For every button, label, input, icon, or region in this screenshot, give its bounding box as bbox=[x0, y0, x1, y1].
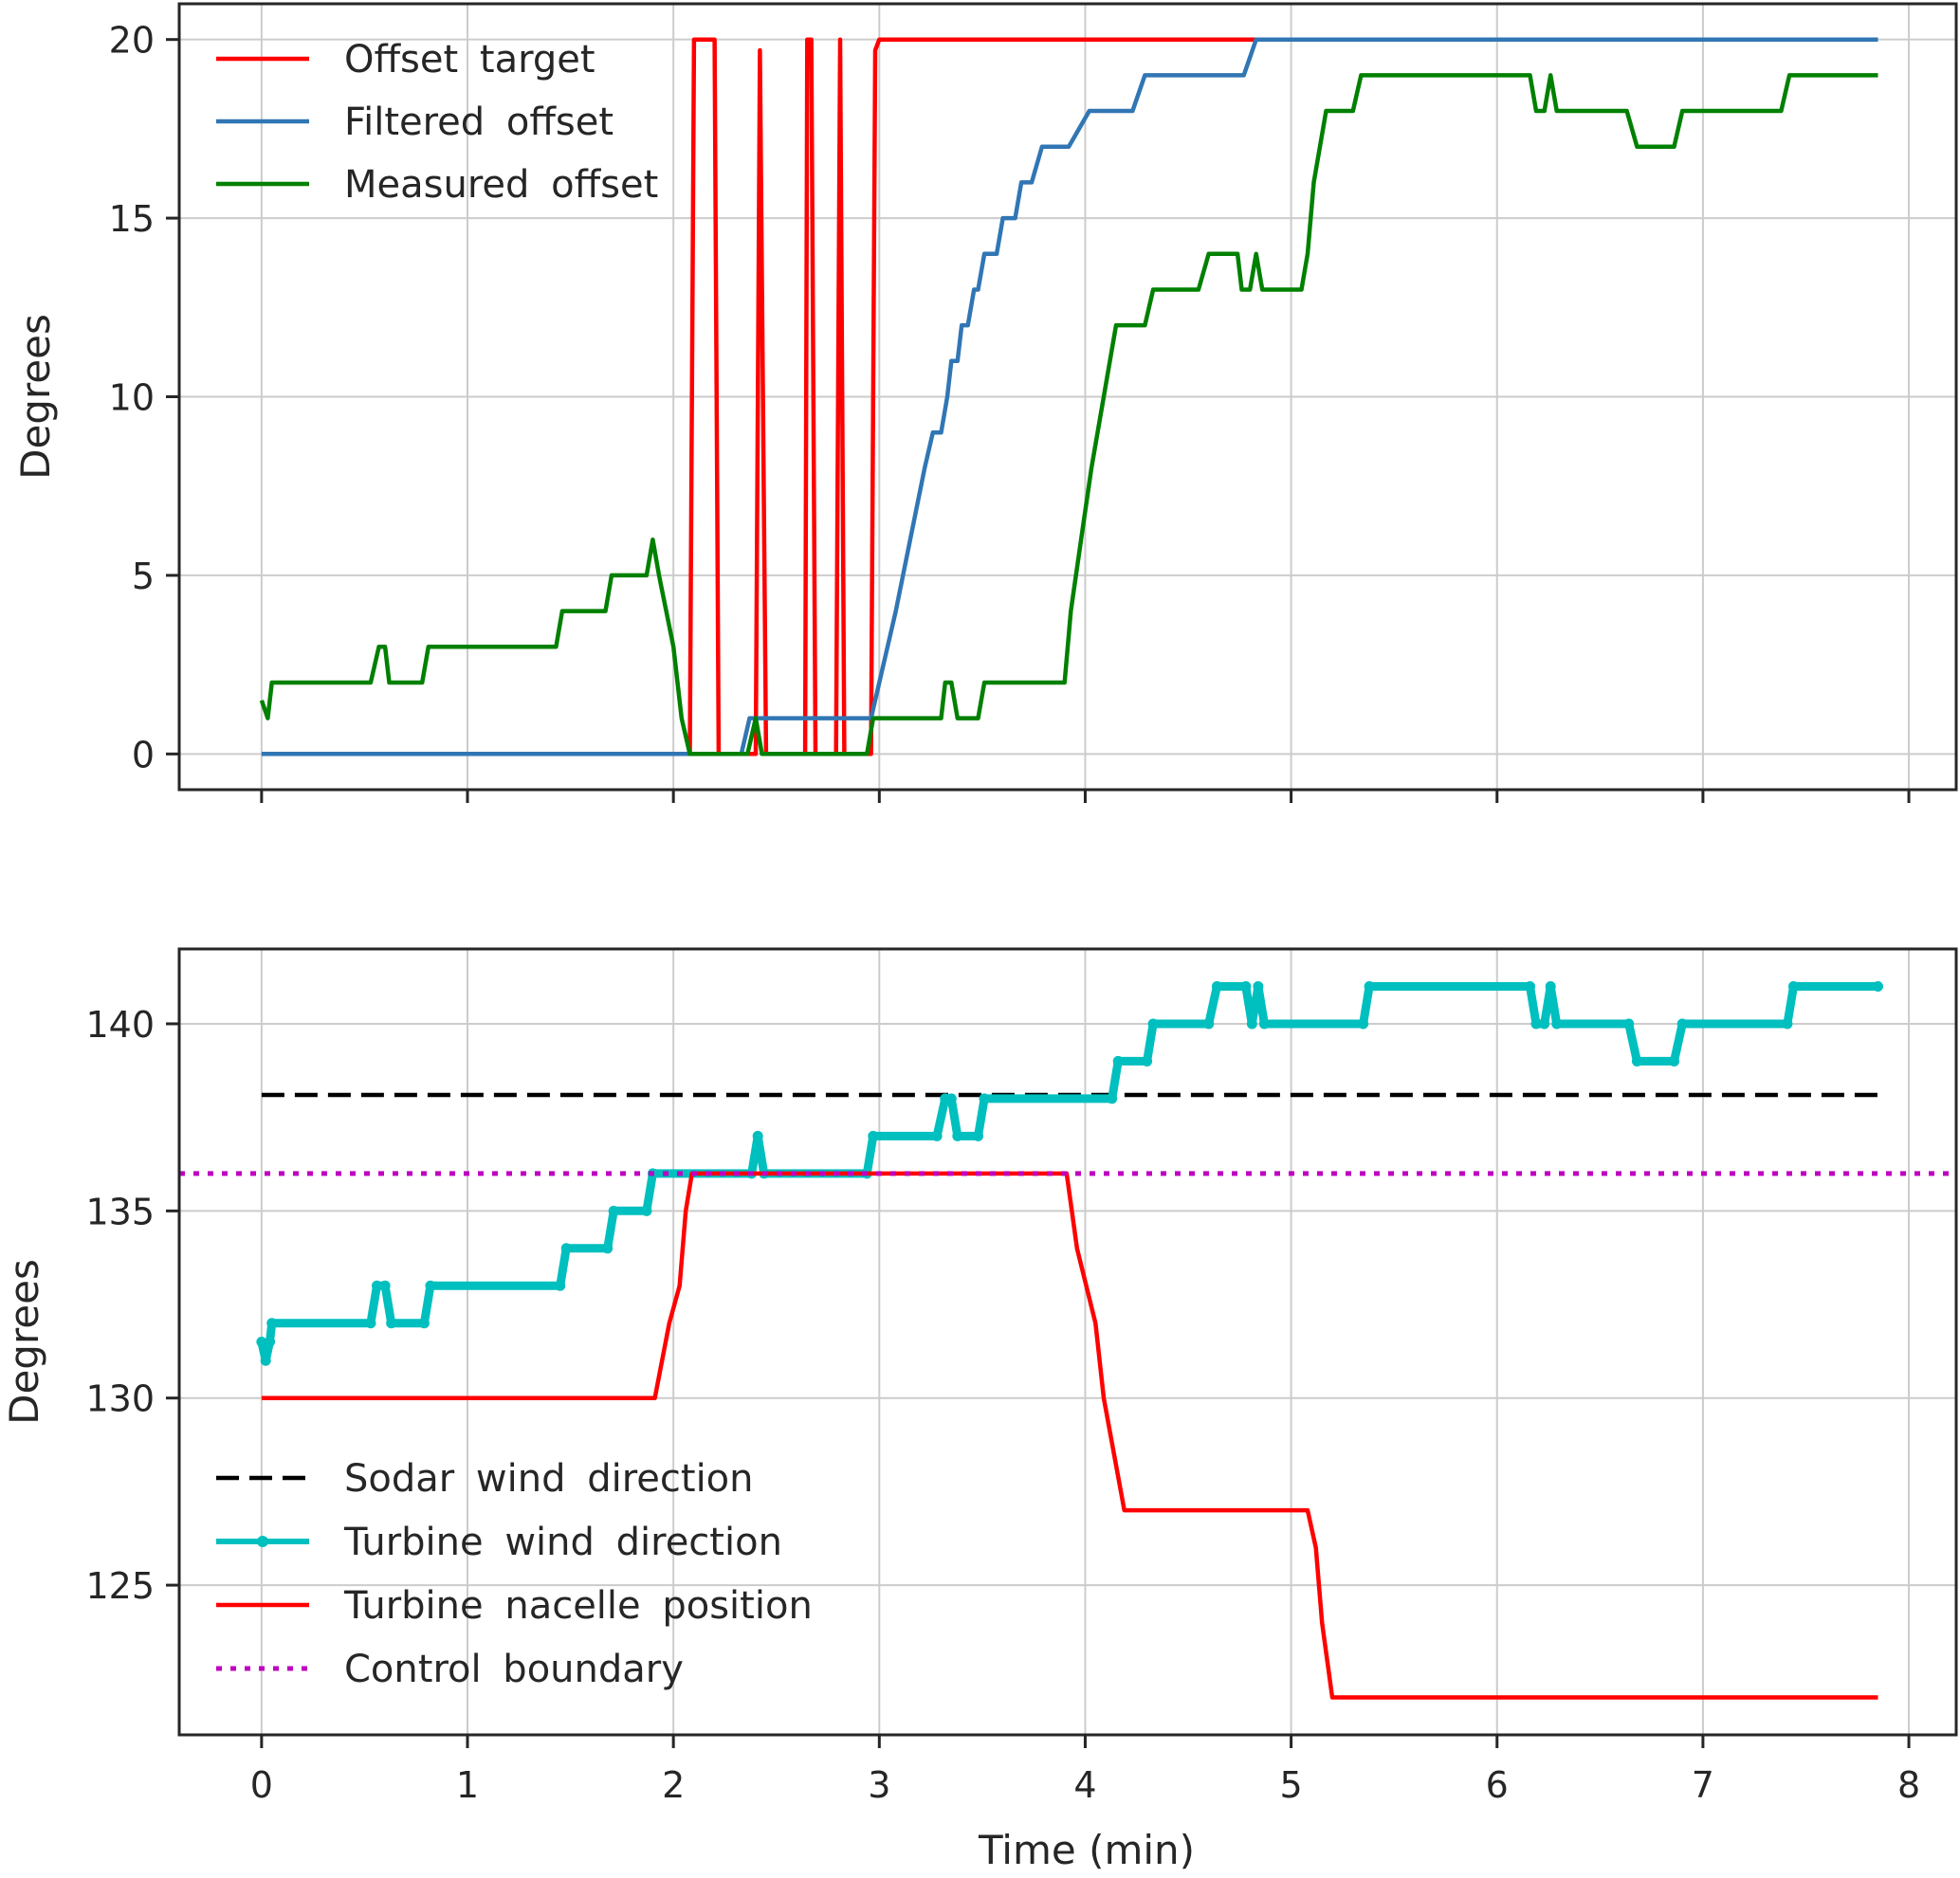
data-point bbox=[979, 1093, 990, 1104]
data-point bbox=[418, 1318, 430, 1329]
data-point bbox=[1211, 980, 1222, 992]
data-point bbox=[379, 1280, 391, 1291]
data-point bbox=[1631, 1055, 1642, 1067]
legend-label-offset-target: Offset target bbox=[344, 38, 595, 82]
data-point bbox=[1623, 1018, 1635, 1030]
bottom-legend: Sodar wind direction Turbine wind directi… bbox=[216, 1457, 813, 1691]
legend-label-turbine-wind-direction: Turbine wind direction bbox=[343, 1521, 782, 1564]
top-y-tick-label: 20 bbox=[109, 20, 155, 62]
bottom-y-axis-label: Degrees bbox=[1, 1259, 47, 1425]
bottom-y-tick-label: 130 bbox=[85, 1378, 155, 1420]
data-point bbox=[752, 1130, 763, 1141]
data-point bbox=[1107, 1093, 1118, 1104]
data-point bbox=[1530, 1018, 1542, 1030]
series-line-offset-target bbox=[261, 37, 1878, 757]
top-y-tick-label: 15 bbox=[109, 198, 155, 240]
data-point bbox=[365, 1318, 376, 1329]
data-point bbox=[1253, 980, 1264, 992]
series-line-turbine-nacelle-position bbox=[261, 1171, 1878, 1700]
data-point bbox=[371, 1280, 382, 1291]
data-point bbox=[1787, 980, 1799, 992]
data-point bbox=[641, 1205, 652, 1216]
data-point bbox=[952, 1130, 963, 1141]
data-point bbox=[1676, 1018, 1688, 1030]
data-point bbox=[1525, 980, 1536, 992]
x-tick-label: 5 bbox=[1280, 1764, 1303, 1806]
data-point bbox=[931, 1130, 943, 1141]
data-point bbox=[1246, 1018, 1257, 1030]
data-point bbox=[560, 1243, 572, 1254]
bottom-panel: 0 1 2 3 4 5 6 7 8 125 130 135 140 Sodar wind directi… bbox=[1, 947, 1958, 1873]
legend-label-measured-offset: Measured offset bbox=[344, 163, 658, 207]
legend-label-control-boundary: Control boundary bbox=[344, 1648, 684, 1691]
x-tick-label: 0 bbox=[250, 1764, 273, 1806]
data-point bbox=[1782, 1018, 1793, 1030]
bottom-y-tick-label: 125 bbox=[85, 1565, 155, 1607]
data-point bbox=[425, 1280, 436, 1291]
bottom-y-tick-label: 140 bbox=[85, 1004, 155, 1046]
legend-label-sodar-wind-direction: Sodar wind direction bbox=[344, 1457, 754, 1501]
x-tick-label: 6 bbox=[1486, 1764, 1509, 1806]
data-point bbox=[1203, 1018, 1215, 1030]
legend-label-filtered-offset: Filtered offset bbox=[344, 100, 614, 144]
data-point bbox=[1539, 1018, 1550, 1030]
x-tick-label: 1 bbox=[456, 1764, 479, 1806]
data-point bbox=[868, 1130, 879, 1141]
data-point bbox=[1258, 1018, 1270, 1030]
data-point bbox=[1545, 980, 1556, 992]
top-y-axis-label: Degrees bbox=[12, 314, 59, 480]
data-point bbox=[973, 1130, 984, 1141]
bottom-y-tick-label: 135 bbox=[85, 1191, 155, 1232]
top-y-tick-label: 5 bbox=[132, 556, 155, 597]
data-point bbox=[1669, 1055, 1680, 1067]
data-point bbox=[1240, 980, 1252, 992]
series-line-filtered-offset bbox=[261, 37, 1878, 757]
x-tick-label: 7 bbox=[1692, 1764, 1714, 1806]
series-markers-turbine-wind-direction bbox=[256, 980, 1883, 1366]
data-point bbox=[256, 1337, 267, 1347]
x-axis-label: Time (min) bbox=[978, 1827, 1195, 1873]
data-point bbox=[1872, 980, 1883, 992]
legend-label-turbine-nacelle-position: Turbine nacelle position bbox=[343, 1584, 813, 1628]
top-legend: Offset target Filtered offset Measured off… bbox=[216, 38, 658, 207]
data-point bbox=[1364, 980, 1375, 992]
top-panel: 0 5 10 15 20 Offset target Filtered offset Mea… bbox=[12, 2, 1958, 803]
data-point bbox=[260, 1355, 271, 1366]
x-tick-label: 2 bbox=[662, 1764, 685, 1806]
data-point bbox=[265, 1337, 276, 1347]
top-y-tick-label: 10 bbox=[109, 377, 155, 419]
data-point bbox=[608, 1205, 619, 1216]
data-point bbox=[1358, 1018, 1369, 1030]
data-point bbox=[602, 1243, 614, 1254]
data-point bbox=[386, 1318, 397, 1329]
top-y-tick-label: 0 bbox=[132, 734, 155, 775]
data-point bbox=[555, 1280, 566, 1291]
data-point bbox=[945, 1093, 957, 1104]
data-point bbox=[1551, 1018, 1563, 1030]
bottom-axes-frame bbox=[177, 947, 1958, 1737]
data-point bbox=[1147, 1018, 1159, 1030]
data-point bbox=[266, 1318, 278, 1329]
x-tick-label: 4 bbox=[1073, 1764, 1096, 1806]
data-point bbox=[1142, 1055, 1153, 1067]
data-point bbox=[1112, 1055, 1124, 1067]
x-tick-label: 8 bbox=[1897, 1764, 1920, 1806]
series-line-measured-offset bbox=[259, 73, 1878, 757]
x-tick-label: 3 bbox=[868, 1764, 890, 1806]
